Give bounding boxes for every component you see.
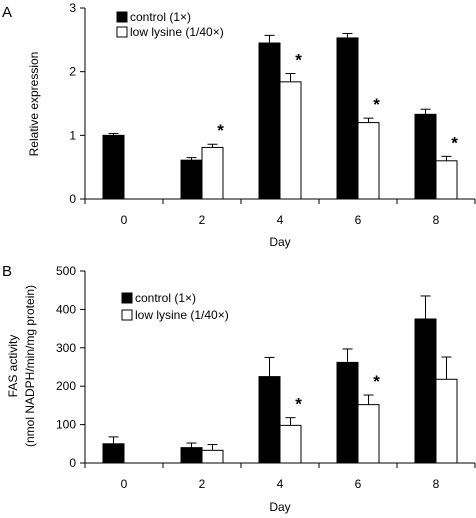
x-tick-label: 0	[121, 213, 128, 227]
significance-marker: *	[295, 51, 302, 70]
panel-b-plot-area: 0 100 200 300 400 500 0 2 4 6 8 * *	[56, 264, 476, 491]
x-tick-label: 8	[433, 477, 440, 491]
bar-low-lysine	[201, 146, 224, 200]
bar-low-lysine	[201, 449, 224, 464]
x-tick-label: 6	[355, 477, 362, 491]
bar-control	[336, 361, 359, 464]
panel-b: B FAS activity (nmol NADPH/min/mg protei…	[2, 263, 476, 514]
legend-swatch-control	[116, 11, 128, 23]
bar-low-lysine	[279, 424, 302, 464]
bar-low-lysine	[279, 81, 302, 200]
legend-label-control: control (1×)	[130, 10, 191, 24]
bar-low-lysine	[435, 160, 458, 200]
y-tick-label: 300	[56, 341, 76, 355]
panel-b-ylabel-line1: FAS activity	[6, 335, 20, 398]
significance-marker: *	[295, 395, 302, 414]
y-tick-label: 3	[69, 1, 76, 15]
panel-b-ylabel-line2: (nmol NADPH/min/mg protein)	[23, 285, 37, 447]
bar-low-lysine	[357, 404, 380, 464]
significance-marker: *	[451, 133, 458, 152]
bar-control	[258, 42, 281, 200]
panel-a-plot-area: 0 1 2 3 0 2 4 6 8 * * * *	[69, 1, 476, 227]
significance-marker: *	[217, 121, 224, 140]
y-tick-label: 100	[56, 418, 76, 432]
legend-swatch-control	[121, 292, 133, 304]
legend-swatch-low-lysine	[121, 309, 133, 321]
bar-low-lysine	[357, 122, 380, 200]
bar-control	[414, 113, 437, 200]
bar-control	[336, 37, 359, 200]
bar-control	[102, 134, 125, 200]
y-tick-label: 500	[56, 264, 76, 278]
bar-low-lysine	[435, 378, 458, 464]
y-tick-label: 1	[69, 128, 76, 142]
bar-control	[258, 376, 281, 464]
x-tick-label: 0	[121, 477, 128, 491]
bar-control	[180, 159, 203, 200]
y-tick-label: 2	[69, 65, 76, 79]
panel-b-label: B	[2, 263, 12, 280]
panel-a-label: A	[2, 4, 12, 21]
y-tick-label: 400	[56, 302, 76, 316]
bar-control	[180, 447, 203, 464]
significance-marker: *	[373, 372, 380, 391]
panel-a-legend: control (1×) low lysine (1/40×)	[116, 10, 224, 39]
panel-a-xlabel: Day	[269, 235, 290, 249]
x-tick-label: 6	[355, 213, 362, 227]
panel-b-xlabel: Day	[269, 500, 290, 514]
x-tick-label: 4	[277, 477, 284, 491]
y-tick-label: 0	[69, 456, 76, 470]
x-tick-label: 8	[433, 213, 440, 227]
legend-label-low-lysine: low lysine (1/40×)	[130, 25, 224, 39]
legend-label-low-lysine: low lysine (1/40×)	[135, 308, 229, 322]
panel-b-legend: control (1×) low lysine (1/40×)	[121, 291, 229, 322]
legend-swatch-low-lysine	[116, 26, 128, 38]
significance-marker: *	[373, 95, 380, 114]
legend-label-control: control (1×)	[135, 291, 196, 305]
y-tick-label: 0	[69, 192, 76, 206]
y-tick-label: 200	[56, 379, 76, 393]
bar-control	[414, 318, 437, 464]
x-tick-label: 2	[199, 213, 206, 227]
bar-control	[102, 443, 125, 464]
panel-a-ylabel: Relative expression	[27, 52, 41, 157]
x-tick-label: 4	[277, 213, 284, 227]
x-tick-label: 2	[199, 477, 206, 491]
